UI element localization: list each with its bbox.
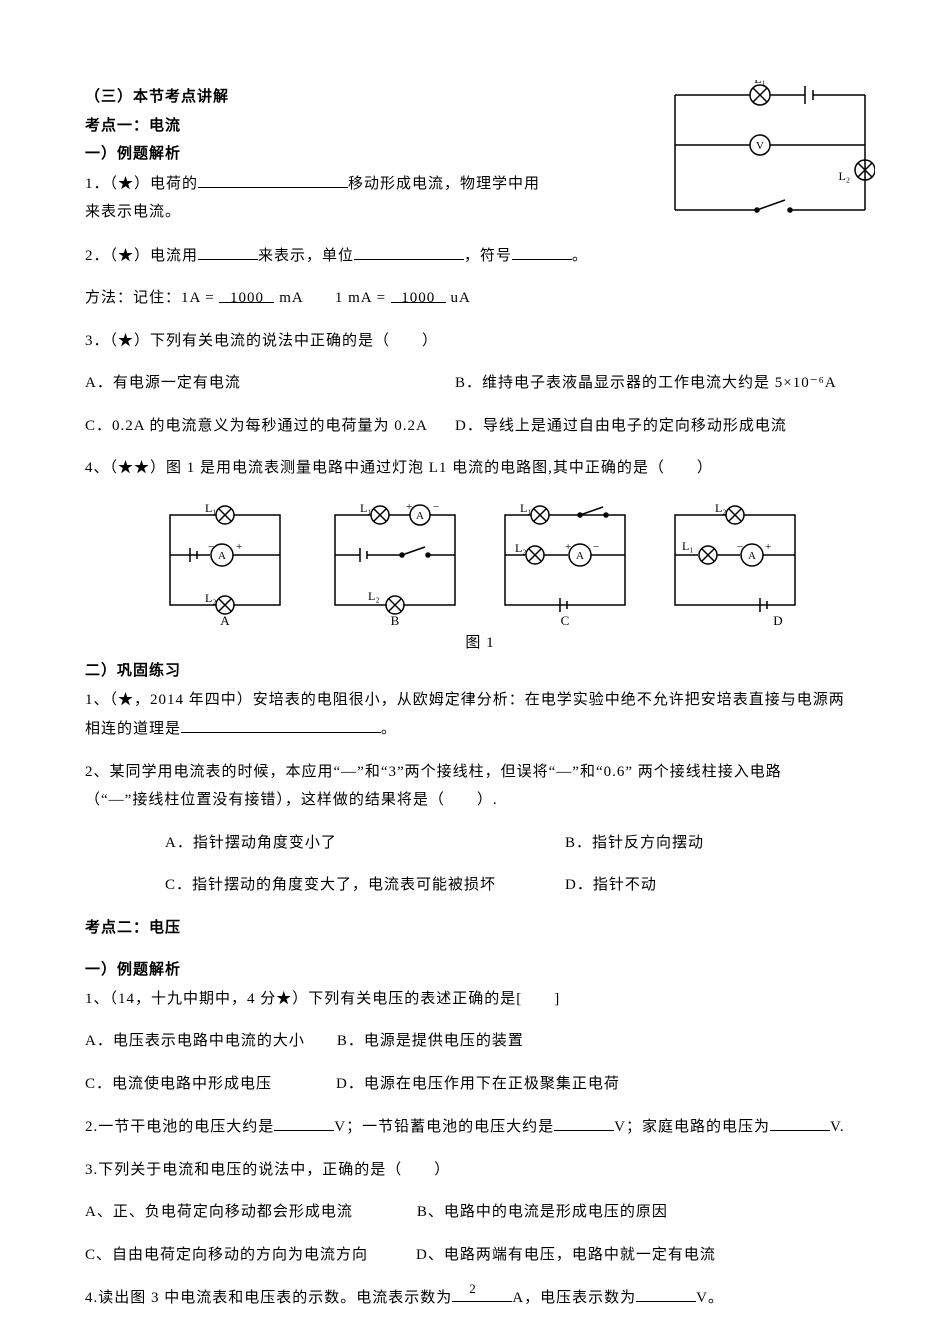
label-V: V: [756, 140, 764, 152]
p1-q1c: 。: [381, 721, 397, 737]
p1-q2-a: 2、某同学用电流表的时候，本应用“—”和“3”两个接线柱，但误将“—”和“0.6…: [85, 761, 875, 784]
svg-text:B: B: [391, 613, 400, 628]
method-val1: 1000: [219, 287, 274, 303]
page-root: L₁ V L₂ （三）本节考点讲解 考点一：电流 一）例题解析 1．（★）电荷的…: [0, 0, 945, 1337]
q2-mid: 来表示，单位: [258, 248, 354, 264]
kp2-q2d: V.: [830, 1119, 845, 1135]
svg-text:A: A: [220, 613, 230, 628]
q2-pre: 2．（★）电流用: [85, 248, 198, 264]
blank: [554, 1115, 614, 1131]
p1-q1b-text: 相连的道理是: [85, 721, 181, 737]
svg-text:−: −: [208, 541, 214, 553]
q1-post: 移动形成电流，物理学中用: [348, 176, 540, 192]
kp1-sub-b: 二）巩固练习: [85, 660, 875, 683]
p1-q2-opts-cd: C．指针摆动的角度变大了，电流表可能被损坏 D．指针不动: [85, 874, 875, 897]
kp2-q2c: V；家庭电路的电压为: [614, 1119, 770, 1135]
q2-period: 。: [572, 248, 588, 264]
p1-q2-c-opt: C．指针摆动的角度变大了，电流表可能被损坏: [165, 874, 565, 897]
fig-c: L₁ L₂ A + − C: [490, 500, 640, 630]
svg-text:L₁: L₁: [360, 501, 372, 515]
method-mid: mA 1 mA =: [279, 290, 386, 306]
fig1-label: 图 1: [85, 632, 875, 655]
svg-text:+: +: [236, 541, 242, 553]
svg-text:C: C: [561, 613, 570, 628]
kp2-q3-ab: A、正、负电荷定向移动都会形成电流 B、电路中的电流是形成电压的原因: [85, 1201, 875, 1224]
kp2-q2b: V；一节铅蓄电池的电压大约是: [334, 1119, 554, 1135]
blank: [198, 172, 348, 188]
method-end: uA: [451, 290, 471, 306]
svg-text:D: D: [773, 613, 782, 628]
label-L2: L₂: [838, 169, 850, 183]
svg-text:L₁: L₁: [205, 501, 217, 515]
svg-text:+: +: [406, 501, 412, 513]
kp2-q3: 3.下列关于电流和电压的说法中，正确的是（ ）: [85, 1159, 875, 1182]
method-line: 方法：记住：1A = 1000 mA 1 mA = 1000 uA: [85, 287, 875, 310]
p1-q2-a-opt: A．指针摆动角度变小了: [165, 832, 565, 855]
kp2-q2: 2.一节干电池的电压大约是 V；一节铅蓄电池的电压大约是 V；家庭电路的电压为 V.: [85, 1115, 875, 1139]
kp2-q3-cd: C、自由电荷定向移动的方向为电流方向 D、电路两端有电压，电路中就一定有电流: [85, 1244, 875, 1267]
kp2-title: 考点二：电压: [85, 917, 875, 940]
q2-end: ，符号: [464, 248, 512, 264]
svg-text:−: −: [593, 541, 599, 553]
fig-b: L₁ A + − L₂ B: [320, 500, 470, 630]
svg-text:L₂: L₂: [368, 589, 380, 603]
p1-q2-d-opt: D．指针不动: [565, 874, 657, 897]
q2-line: 2．（★）电流用 来表示，单位 ，符号 。: [85, 244, 875, 268]
blank: [512, 244, 572, 260]
label-L1: L₁: [754, 80, 766, 86]
kp2-q1-cd: C．电流使电路中形成电压 D．电源在电压作用下在正极聚集正电荷: [85, 1073, 875, 1096]
blank: [198, 244, 258, 260]
svg-text:L₂: L₂: [715, 501, 727, 515]
p1-q1-b: 相连的道理是 。: [85, 717, 875, 741]
svg-text:A: A: [218, 550, 226, 562]
method-label: 方法：记住：1A =: [85, 290, 215, 306]
svg-text:+: +: [565, 541, 571, 553]
svg-text:A: A: [748, 550, 756, 562]
svg-text:+: +: [765, 541, 771, 553]
svg-text:A: A: [576, 550, 584, 562]
blank: [770, 1115, 830, 1131]
blank: [181, 717, 381, 733]
svg-text:L₂: L₂: [515, 541, 527, 555]
q4: 4、（★★）图 1 是用电流表测量电路中通过灯泡 L1 电流的电路图,其中正确的…: [85, 457, 875, 480]
p1-q2-opts-ab: A．指针摆动角度变小了 B．指针反方向摆动: [85, 832, 875, 855]
q3: 3．（★）下列有关电流的说法中正确的是（ ）: [85, 330, 875, 353]
fig-d: L₂ L₁ A − + D: [660, 500, 810, 630]
q3-row-cd: C．0.2A 的电流意义为每秒通过的电荷量为 0.2A D．导线上是通过自由电子…: [85, 415, 875, 438]
q3-a: A．有电源一定有电流: [85, 372, 455, 395]
blank: [354, 244, 464, 260]
q3-d: D．导线上是通过自由电子的定向移动形成电流: [455, 415, 787, 438]
q1-pre: 1．（★）电荷的: [85, 176, 198, 192]
page-number: 2: [0, 1281, 945, 1297]
q3-row-ab: A．有电源一定有电流 B．维持电子表液晶显示器的工作电流大约是 5×10⁻⁶A: [85, 372, 875, 395]
svg-text:−: −: [737, 541, 743, 553]
svg-text:L₂: L₂: [205, 591, 217, 605]
svg-text:L₁: L₁: [520, 501, 532, 515]
blank: [274, 1115, 334, 1131]
q3-c: C．0.2A 的电流意义为每秒通过的电荷量为 0.2A: [85, 415, 455, 438]
p1-q2-b-opt: B．指针反方向摆动: [565, 832, 704, 855]
svg-text:L₁: L₁: [682, 539, 694, 553]
kp2-q2a: 2.一节干电池的电压大约是: [85, 1119, 274, 1135]
svg-text:A: A: [416, 510, 424, 522]
fig-a: L₁ A − + L₂ A: [150, 500, 300, 630]
corner-circuit-diagram: L₁ V L₂: [665, 80, 875, 220]
content-area: L₁ V L₂ （三）本节考点讲解 考点一：电流 一）例题解析 1．（★）电荷的…: [85, 80, 875, 1316]
kp2-sub-a: 一）例题解析: [85, 959, 875, 982]
method-val2: 1000: [391, 287, 446, 303]
kp2-q1: 1、（14，十九中期中，4 分★）下列有关电压的表述正确的是[ ]: [85, 988, 875, 1011]
kp2-q1-ab: A．电压表示电路中电流的大小 B．电源是提供电压的装置: [85, 1030, 875, 1053]
q3-b: B．维持电子表液晶显示器的工作电流大约是 5×10⁻⁶A: [455, 372, 837, 395]
figure-row: L₁ A − + L₂ A: [85, 500, 875, 630]
p1-q2-b: （“—”接线柱位置没有接错），这样做的结果将是（ ）.: [85, 789, 875, 812]
svg-text:−: −: [433, 501, 439, 513]
p1-q1-a: 1、（★，2014 年四中）安培表的电阻很小，从欧姆定律分析：在电学实验中绝不允…: [85, 689, 875, 712]
